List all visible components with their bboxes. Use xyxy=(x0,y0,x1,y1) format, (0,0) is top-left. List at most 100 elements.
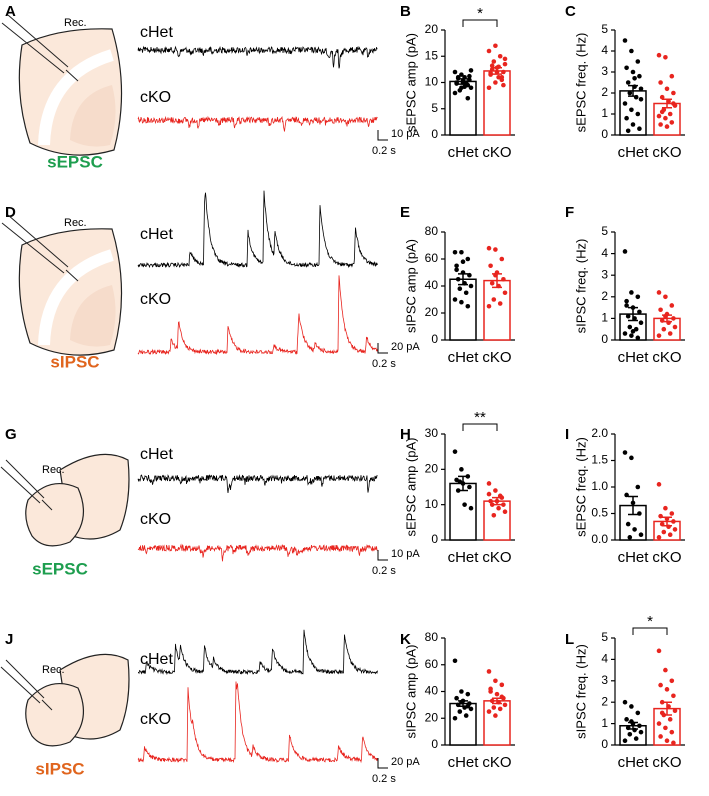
data-point xyxy=(624,492,629,498)
data-point xyxy=(635,335,641,341)
data-point xyxy=(658,122,663,127)
data-point xyxy=(493,80,498,85)
data-point xyxy=(658,682,663,688)
y-tick-label: 0 xyxy=(431,532,438,546)
y-tick-label: 1 xyxy=(601,106,608,120)
data-point xyxy=(491,59,497,64)
bar xyxy=(449,278,477,341)
error-bar xyxy=(492,273,502,289)
data-point xyxy=(635,59,641,64)
x-tick-label: cKO xyxy=(482,754,511,771)
scale-x-label: 0.2 s xyxy=(372,145,396,157)
y-tick-label: 0.5 xyxy=(591,506,608,520)
data-point xyxy=(465,256,471,262)
data-point xyxy=(455,276,461,282)
data-point xyxy=(669,729,675,735)
y-tick-label: 0.0 xyxy=(591,532,608,546)
data-point xyxy=(486,669,492,674)
panel-letter: J xyxy=(5,631,13,648)
trace xyxy=(138,629,378,676)
data-point xyxy=(454,263,459,269)
data-point xyxy=(501,82,506,88)
bar xyxy=(483,700,511,746)
data-point xyxy=(624,298,629,304)
y-tick-label: 80 xyxy=(425,224,439,238)
data-point xyxy=(465,691,471,697)
data-point xyxy=(457,709,463,714)
data-point xyxy=(457,88,463,93)
data-point xyxy=(658,80,663,85)
slice-front xyxy=(25,682,85,747)
data-point xyxy=(671,693,676,699)
pipette-tip xyxy=(41,499,53,511)
error-bar xyxy=(628,495,638,516)
schematic: Rec. sEPSC xyxy=(0,453,130,578)
rec-label: Rec. xyxy=(64,17,87,29)
pipette xyxy=(0,666,41,704)
y-tick-label: 4 xyxy=(601,246,608,260)
x-tick-label: cHet xyxy=(618,549,650,566)
data-point xyxy=(656,52,662,58)
data-point xyxy=(489,698,495,704)
panel-letter: C xyxy=(565,3,576,20)
panel-letter: E xyxy=(400,204,410,221)
event-label: sIPSC xyxy=(50,352,99,371)
white-matter xyxy=(38,249,114,346)
rec-label: Rec. xyxy=(64,217,87,229)
data-point xyxy=(663,667,668,673)
y-tick-label: 4 xyxy=(601,43,608,57)
error-bar xyxy=(458,78,468,85)
error-bar xyxy=(492,67,502,75)
bar xyxy=(483,279,511,341)
y-tick-label: 15 xyxy=(425,48,439,62)
event-label: sEPSC xyxy=(32,559,88,578)
data-point xyxy=(627,324,633,330)
scale-y-label: 20 pA xyxy=(391,341,420,353)
data-point xyxy=(658,513,663,519)
pipette xyxy=(7,14,69,68)
data-point xyxy=(635,294,641,300)
data-point xyxy=(486,491,492,497)
error-bar xyxy=(662,516,672,527)
data-point xyxy=(671,740,676,746)
significance-label: ** xyxy=(474,409,486,426)
data-point xyxy=(629,455,634,461)
y-tick-label: 2 xyxy=(601,85,608,99)
data-point xyxy=(659,94,665,100)
data-point xyxy=(671,90,676,96)
data-point xyxy=(637,723,642,729)
data-point xyxy=(486,481,492,486)
event-label: sEPSC xyxy=(47,152,103,171)
data-point xyxy=(493,678,498,684)
data-point xyxy=(667,111,673,117)
y-tick-label: 80 xyxy=(425,630,439,644)
y-tick-label: 1.5 xyxy=(591,453,608,467)
scale-bar xyxy=(377,130,388,141)
data-point xyxy=(671,519,676,524)
y-axis-label: sEPSC amp (pA) xyxy=(403,438,418,537)
data-point xyxy=(457,479,463,485)
significance-label: * xyxy=(647,613,653,630)
data-point xyxy=(463,290,469,296)
data-point xyxy=(467,73,472,79)
x-tick-label: cHet xyxy=(448,754,480,771)
y-tick-label: 4 xyxy=(601,652,608,666)
significance-label: * xyxy=(477,5,483,22)
data-point xyxy=(625,313,631,319)
y-tick-label: 5 xyxy=(601,224,608,238)
data-point xyxy=(488,498,493,504)
data-point xyxy=(638,532,644,537)
data-point xyxy=(459,299,464,305)
data-point xyxy=(629,333,634,338)
data-point xyxy=(637,73,642,79)
y-tick-label: 5 xyxy=(431,101,438,115)
trace xyxy=(137,275,378,356)
data-point xyxy=(635,710,641,716)
data-point xyxy=(497,706,503,712)
data-point xyxy=(486,709,492,714)
data-point xyxy=(663,294,668,300)
data-point xyxy=(627,535,633,540)
x-tick-label: cKO xyxy=(652,144,681,161)
data-point xyxy=(454,267,459,273)
